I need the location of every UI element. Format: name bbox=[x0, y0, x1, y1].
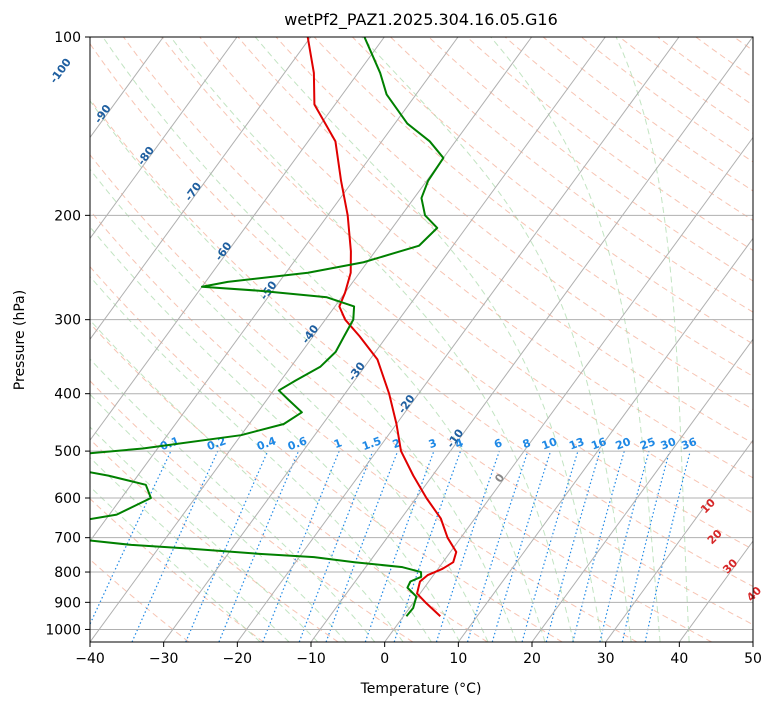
y-tick-label: 500 bbox=[54, 444, 81, 460]
y-axis-ticks: 100 200 300 400 500 600 700 800 900 1000 bbox=[45, 30, 90, 638]
mixing-ratio-line bbox=[185, 450, 269, 642]
moist-adiabat-line bbox=[90, 393, 347, 642]
mixing-ratio-line bbox=[599, 450, 650, 642]
moist-adiabat-line bbox=[90, 99, 517, 642]
mixing-ratio-label: 36 bbox=[680, 435, 699, 453]
dry-adiabat-line bbox=[275, 37, 753, 411]
mixing-ratio-line bbox=[521, 450, 579, 642]
moist-adiabat-line bbox=[90, 319, 404, 642]
mixing-ratio-label: 1 bbox=[332, 436, 344, 451]
x-tick-label: −40 bbox=[75, 651, 105, 667]
mixing-ratio-label: 6 bbox=[492, 436, 504, 451]
dry-adiabat-line bbox=[237, 37, 753, 444]
isotherm-line bbox=[90, 37, 312, 341]
dry-adiabat-line bbox=[313, 37, 753, 377]
mixing-ratio-label: 4 bbox=[453, 436, 465, 451]
moist-adiabat-line bbox=[102, 37, 546, 642]
y-tick-label: 400 bbox=[54, 387, 81, 403]
mixing-ratio-line bbox=[621, 450, 671, 642]
isotherm-line bbox=[90, 37, 459, 542]
moist-adiabat-line bbox=[490, 37, 661, 642]
mixing-ratio-line bbox=[435, 450, 500, 642]
x-tick-label: 30 bbox=[597, 651, 615, 667]
mixing-ratio-label: 30 bbox=[659, 435, 678, 453]
moist-adiabat-line bbox=[90, 426, 319, 642]
dry-adiabat-line bbox=[90, 322, 488, 642]
isotherm-line bbox=[310, 37, 753, 642]
isotherm-line bbox=[90, 37, 533, 642]
mixing-ratio-label: 0.1 bbox=[158, 434, 181, 453]
dry-adiabat-line bbox=[90, 209, 638, 642]
mixing-ratio-line bbox=[298, 450, 374, 642]
moist-adiabat-line bbox=[361, 37, 632, 642]
x-tick-label: 20 bbox=[523, 651, 541, 667]
mixing-ratio-line bbox=[325, 450, 399, 642]
y-tick-label: 300 bbox=[54, 313, 81, 329]
mixing-ratio-line bbox=[364, 450, 435, 642]
mixing-ratio-line bbox=[545, 450, 601, 642]
x-tick-label: 50 bbox=[744, 651, 762, 667]
dry-adiabat-line bbox=[161, 37, 753, 514]
mixing-ratio-line bbox=[262, 450, 340, 642]
mixing-ratio-label: 8 bbox=[521, 436, 533, 451]
mixing-ratio-label: 20 bbox=[614, 435, 633, 453]
moist-adiabat-line bbox=[170, 37, 575, 642]
x-tick-label: −30 bbox=[149, 651, 179, 667]
isotherm-line bbox=[605, 439, 753, 642]
isotherm-line bbox=[90, 37, 385, 442]
mixing-ratio-label: 1.5 bbox=[360, 434, 383, 453]
mixing-ratio-label: 0.4 bbox=[255, 434, 278, 453]
moist-adiabat-line bbox=[90, 168, 489, 642]
mixing-ratio-label: 16 bbox=[589, 435, 608, 453]
y-tick-label: 700 bbox=[54, 531, 81, 547]
dewpoint-profile bbox=[90, 37, 445, 617]
plot-frame bbox=[89, 36, 754, 643]
mixing-ratio-label: 13 bbox=[567, 435, 586, 452]
y-tick-label: 1000 bbox=[45, 622, 81, 638]
dry-adiabat-line bbox=[90, 154, 712, 642]
mixing-ratio-line bbox=[466, 450, 529, 642]
y-tick-label: 200 bbox=[54, 208, 81, 224]
dry-adiabat-line bbox=[123, 37, 753, 550]
y-axis-label: Pressure (hPa) bbox=[12, 290, 28, 390]
mixing-ratio-label: 3 bbox=[427, 436, 439, 451]
x-tick-label: −10 bbox=[296, 651, 326, 667]
mixing-ratio-label: 25 bbox=[638, 435, 657, 452]
x-tick-label: −20 bbox=[223, 651, 253, 667]
dry-adiabat-line bbox=[90, 265, 563, 642]
y-tick-label: 600 bbox=[54, 491, 81, 507]
temperature-profile bbox=[306, 37, 458, 617]
grid-lines bbox=[90, 37, 753, 642]
mixing-ratio-line bbox=[572, 450, 625, 642]
y-tick-label: 900 bbox=[54, 595, 81, 611]
moist-adiabat-line bbox=[90, 358, 376, 642]
mixing-ratio-label: 0.6 bbox=[286, 434, 309, 453]
y-tick-label: 100 bbox=[54, 30, 81, 46]
moist-adiabat-line bbox=[615, 37, 690, 642]
moist-adiabat-line bbox=[90, 275, 432, 642]
moist-adiabat-line bbox=[254, 37, 603, 642]
moist-adiabat-line bbox=[90, 226, 461, 642]
sounding-profiles bbox=[90, 37, 458, 617]
mixing-ratio-line bbox=[218, 450, 300, 642]
y-tick-label: 800 bbox=[54, 565, 81, 581]
background-lines bbox=[90, 37, 753, 642]
x-tick-label: 10 bbox=[449, 651, 467, 667]
isotherm-line bbox=[457, 237, 753, 642]
dry-adiabat-line bbox=[90, 42, 753, 588]
isotherm-line bbox=[163, 37, 606, 642]
isotherm-line bbox=[90, 37, 238, 240]
mixing-ratio-line bbox=[131, 450, 219, 642]
chart-title: wetPf2_PAZ1.2025.304.16.05.G16 bbox=[284, 10, 558, 30]
mixing-ratio-label: 10 bbox=[540, 435, 559, 453]
mixing-ratio-label: 2 bbox=[391, 436, 403, 451]
x-axis-label: Temperature (°C) bbox=[360, 681, 482, 697]
x-axis-ticks: −40 −30 −20 −10 0 10 20 30 40 50 bbox=[75, 642, 762, 667]
dry-adiabat-line bbox=[90, 98, 753, 626]
x-tick-label: 40 bbox=[670, 651, 688, 667]
x-tick-label: 0 bbox=[380, 651, 389, 667]
isotherm-line bbox=[236, 37, 680, 642]
